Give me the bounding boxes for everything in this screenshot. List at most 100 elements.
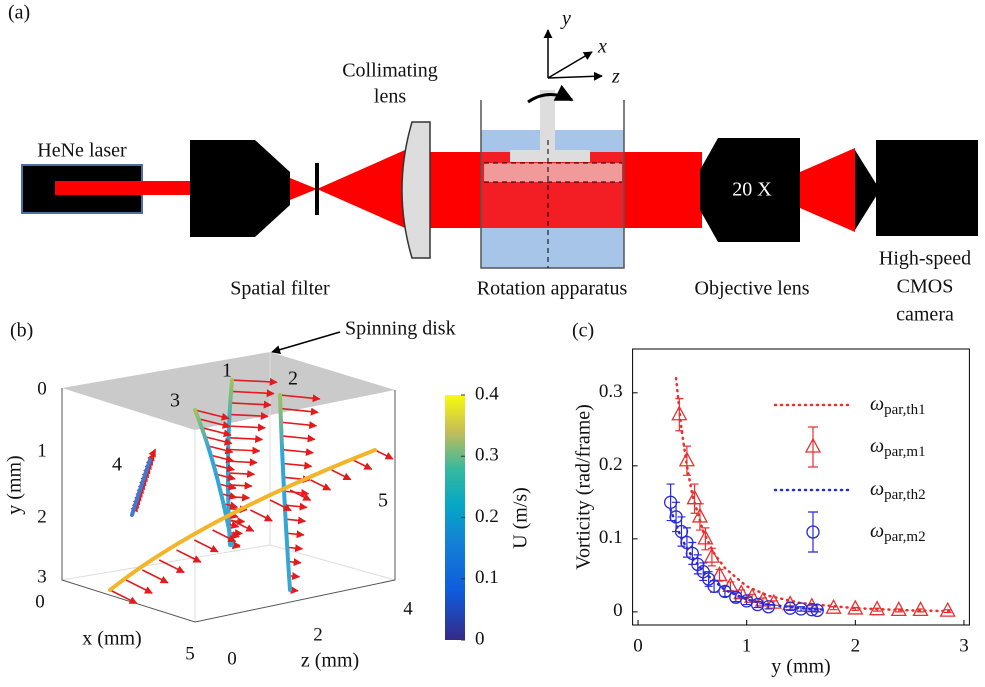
velocity-arrow — [141, 569, 169, 584]
error-bar — [786, 605, 795, 611]
marker — [685, 546, 700, 561]
lens-label: lens — [374, 86, 406, 108]
panel-c: (c) 0 1 2 3 0 0.1 0.2 0.3 y (mm) Vorticity (rad/f… — [572, 320, 970, 678]
track-label: 4 — [112, 454, 122, 476]
error-bar — [742, 596, 751, 606]
legend-label: ωpar,th1 — [870, 393, 926, 419]
spatial-filter — [190, 140, 290, 237]
velocity-arrow — [285, 502, 308, 511]
y-axis-label: Vorticity (rad/frame) — [573, 404, 595, 570]
z-tick-label: 0 — [227, 648, 237, 669]
error-bar — [764, 603, 773, 610]
velocity-arrow — [310, 479, 332, 491]
y-tick-label: 0 — [37, 378, 47, 399]
y-tick-label: 1 — [37, 440, 47, 461]
track-label: 2 — [288, 368, 298, 390]
error-bar — [894, 608, 903, 613]
marker — [783, 601, 797, 615]
axis-arrow — [547, 71, 603, 81]
rotation-arrow — [527, 84, 574, 104]
velocity-arrow — [205, 444, 234, 455]
y-tick-label: 3 — [37, 566, 47, 587]
camera-label: CMOS — [897, 276, 954, 298]
velocity-arrow — [197, 417, 231, 429]
velocity-arrow — [229, 458, 258, 467]
laser-label: HeNe laser — [37, 140, 127, 162]
x-axis-label: y (mm) — [771, 656, 830, 678]
velocity-arrow — [352, 459, 373, 470]
error-bar — [753, 601, 762, 609]
velocity-arrow — [281, 434, 316, 443]
velocity-arrow — [283, 461, 313, 470]
error-bar — [731, 592, 740, 603]
track-label: 1 — [222, 360, 232, 382]
marker — [750, 597, 765, 612]
camera-lens — [855, 150, 880, 230]
track — [278, 393, 292, 592]
marker — [703, 547, 720, 563]
velocity-arrow — [280, 407, 319, 416]
shaft — [540, 90, 555, 152]
legend-label: ωpar,th2 — [870, 478, 926, 504]
marker — [794, 602, 808, 616]
annotation-arrow — [271, 331, 341, 355]
marker — [691, 507, 709, 523]
legend-label: ωpar,m1 — [870, 435, 926, 461]
x-tick-label: 0 — [633, 635, 643, 656]
velocity-arrow — [229, 446, 261, 455]
marker — [761, 600, 776, 614]
error-bar — [916, 608, 925, 613]
error-bar — [797, 606, 805, 612]
colorbar — [445, 395, 465, 640]
velocity-arrow — [125, 579, 153, 594]
laser-beam — [55, 181, 190, 195]
error-bar — [829, 606, 838, 611]
measurement-volume — [484, 163, 622, 182]
velocity-arrow — [158, 559, 185, 574]
marker — [868, 600, 886, 616]
error-bar — [813, 608, 822, 613]
marker — [810, 603, 824, 618]
x-tick-label: 2 — [851, 635, 861, 656]
z-tick-label: 4 — [403, 598, 413, 619]
x-tick-label: 0 — [35, 591, 45, 612]
legend-label: ωpar,m2 — [870, 520, 926, 546]
panel-label: (c) — [572, 320, 594, 342]
velocity-arrow — [281, 421, 318, 430]
marker — [912, 601, 929, 617]
colorbar-tick-label: 0.4 — [475, 383, 499, 404]
colorbar-tick-label: 0.3 — [475, 445, 499, 466]
velocity-arrow — [229, 469, 256, 478]
marker — [847, 599, 864, 615]
velocity-arrow — [230, 412, 269, 421]
y-axis-label: y (mm) — [4, 455, 26, 514]
velocity-arrow — [288, 558, 302, 567]
velocity-arrow — [289, 489, 312, 501]
marker — [697, 529, 714, 545]
velocity-arrow — [287, 544, 304, 553]
legend-marker — [804, 437, 822, 453]
colorbar-tick-label: 0.1 — [475, 567, 499, 588]
velocity-arrow — [230, 519, 255, 532]
error-bar — [943, 609, 952, 614]
x-axis-label: x (mm) — [82, 628, 141, 650]
objective — [700, 138, 800, 242]
marker — [825, 598, 842, 614]
marker — [686, 489, 703, 505]
velocity-arrow — [285, 516, 307, 525]
marker — [718, 584, 732, 599]
error-bar — [851, 606, 860, 611]
marker — [890, 601, 907, 617]
velocity-arrow — [286, 530, 305, 539]
tank-wall — [480, 100, 625, 269]
axis-name: z — [611, 66, 620, 88]
colorbar-tick-label: 0.2 — [475, 506, 499, 527]
plot-frame — [632, 348, 970, 626]
error-bar — [675, 398, 684, 432]
axis-arrow — [547, 51, 593, 79]
axis-name: y — [560, 8, 571, 30]
velocity-arrow — [269, 499, 292, 512]
camera — [876, 140, 978, 236]
marker — [707, 579, 721, 593]
beam-focus — [290, 178, 317, 200]
